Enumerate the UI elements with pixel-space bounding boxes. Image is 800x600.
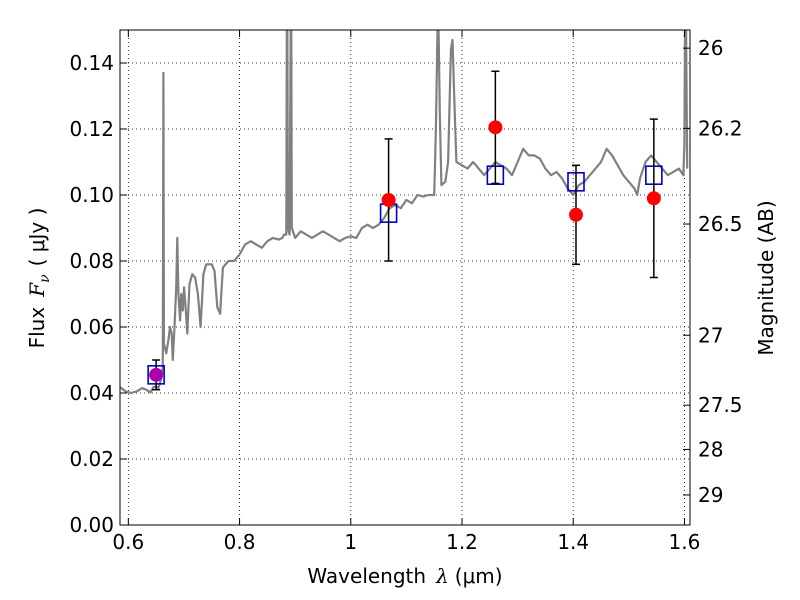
x-tick-label: 0.8 (224, 530, 256, 554)
plot-frame (119, 29, 691, 526)
x-axis-label: Wavelength λ (μm) (307, 564, 502, 588)
y-axis-label: FluxFν( μJy ) (25, 208, 53, 349)
x-tick-label: 1.6 (669, 530, 701, 554)
x-tick-label: 1.2 (446, 530, 478, 554)
y2-tick-label: 26.2 (698, 116, 743, 140)
x-tick-label: 1.4 (557, 530, 589, 554)
y-tick-label: 0.14 (69, 51, 114, 75)
y-tick-label: 0.02 (69, 447, 114, 471)
y2-tick-label: 27 (698, 323, 723, 347)
y-tick-label: 0.06 (69, 315, 114, 339)
y-tick-label: 0.12 (69, 117, 114, 141)
y2-tick-label: 26.5 (698, 212, 743, 236)
ticks: 0.6 0.8 1 1.2 1.4 1.6 0.00 0.02 0.04 0.06 0.08 0.10… (69, 30, 743, 554)
y-tick-label: 0.04 (69, 381, 114, 405)
y2-tick-label: 27.5 (698, 393, 743, 417)
spectrum-layer (120, 30, 689, 395)
x-tick-label: 0.6 (112, 530, 144, 554)
y-tick-label: 0.10 (69, 183, 114, 207)
y-tick-label: 0.00 (69, 513, 114, 537)
y2-tick-label: 29 (698, 483, 723, 507)
observed-point (149, 367, 164, 382)
observed-point (569, 207, 583, 222)
y2-tick-label: 28 (698, 437, 723, 461)
observed-point (646, 191, 661, 206)
points-layer (147, 70, 663, 391)
spectrum-line (120, 30, 689, 395)
y2-tick-label: 26 (698, 36, 723, 60)
y2-axis-label: Magnitude (AB) (754, 200, 778, 355)
observed-point (488, 120, 503, 135)
y-tick-label: 0.08 (69, 249, 114, 273)
x-tick-label: 1 (344, 530, 357, 554)
observed-point (381, 192, 396, 207)
